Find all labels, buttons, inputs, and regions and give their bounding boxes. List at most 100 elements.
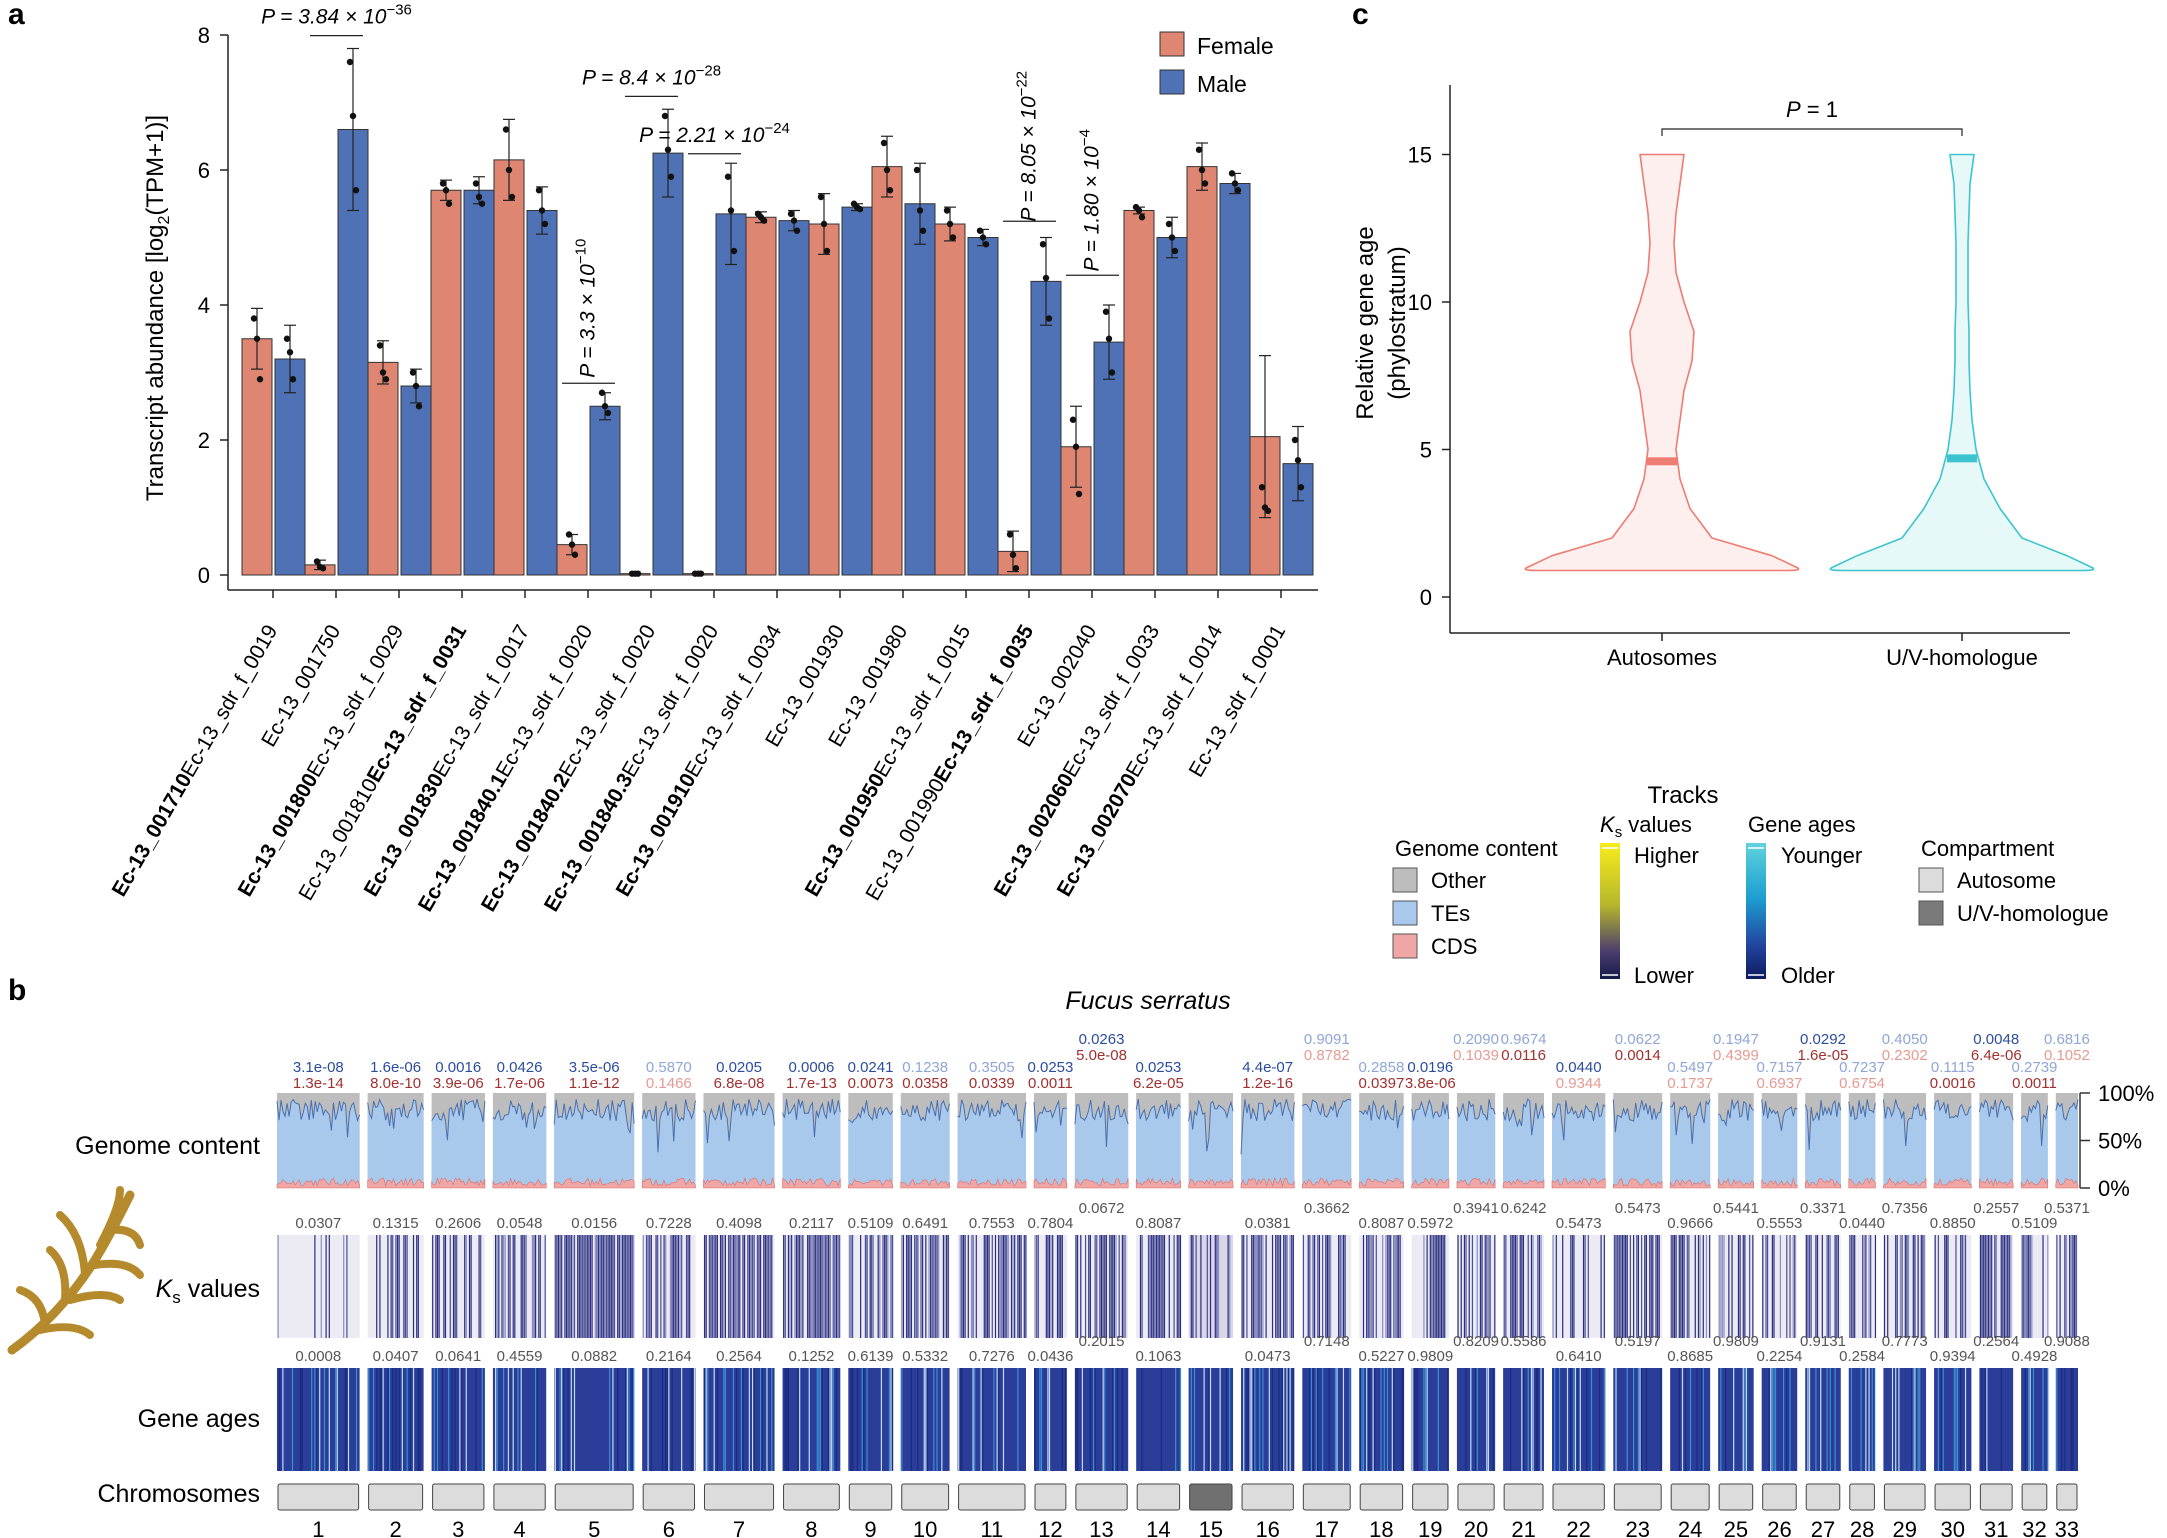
ks-stripe [999,1235,1001,1338]
ks-stripe [1986,1235,1988,1338]
ks-stripe [1276,1235,1278,1338]
age-pvalue: 0.9088 [2044,1333,2090,1350]
ks-stripe [794,1235,796,1338]
chromosome-box [493,1483,546,1511]
ks-stripe [1538,1235,1541,1338]
ks-stripe [928,1235,930,1338]
age-stripe [441,1368,443,1471]
chromosome-box [1302,1483,1351,1511]
ks-track-bg [431,1235,485,1338]
ks-stripe [1254,1235,1256,1338]
age-track-bg [1552,1368,1606,1471]
data-point [415,403,423,410]
ks-stripe [1439,1235,1441,1338]
ks-stripe [938,1235,940,1338]
age-stripe [923,1368,925,1471]
age-stripe [821,1368,823,1471]
ks-stripe [649,1235,651,1338]
data-point [943,207,951,214]
age-pvalue: 0.2584 [1839,1348,1885,1365]
age-pvalue: 0.1063 [1135,1348,1181,1365]
ks-stripe [1243,1235,1245,1338]
bar-male [967,237,999,576]
age-stripe [1336,1368,1338,1471]
age-stripe [716,1368,718,1471]
ks-stripe [1061,1235,1063,1338]
ks-stripe [1984,1235,1986,1338]
ks-stripe [2023,1235,2025,1338]
ks-stripe [1088,1235,1090,1338]
data-point [1105,335,1113,342]
genome-te-area [1411,1100,1449,1188]
genome-cds-area [1551,1177,1606,1189]
ks-stripe [946,1235,948,1338]
ks-stripe [1241,1235,1243,1338]
data-point [1075,490,1083,498]
ks-pvalue: 0.5972 [1407,1215,1453,1232]
ks-stripe [731,1235,733,1338]
age-stripe [2056,1368,2058,1471]
age-stripe [693,1368,696,1471]
genome-te-line [431,1098,486,1141]
ks-stripe [1325,1235,1327,1338]
ks-stripe [1484,1235,1486,1338]
ks-stripe [1366,1235,1368,1338]
ks-stripe [663,1235,665,1338]
ks-stripe [2021,1235,2023,1338]
legend-swatch-genome [1392,867,1418,893]
chromosome-number: 4 [513,1517,525,1538]
bar-male [715,213,747,576]
ks-track-bg [1552,1235,1606,1338]
ks-stripe [626,1235,628,1338]
data-point [313,558,321,565]
ks-stripe [1341,1235,1343,1338]
age-stripe [740,1368,742,1471]
age-stripe [1268,1368,1270,1471]
ks-stripe [1018,1235,1021,1338]
age-stripe [668,1368,670,1471]
ks-stripe [750,1235,752,1338]
ks-stripe [1393,1235,1395,1338]
age-stripe [503,1368,505,1471]
genome-te-line [703,1098,776,1144]
age-stripe [282,1368,284,1471]
ks-stripe [1001,1235,1003,1338]
age-stripe [827,1368,830,1471]
age-stripe [1590,1368,1593,1471]
age-stripe [1554,1368,1556,1471]
chromosome-number: 18 [1369,1517,1393,1538]
age-pvalue: 0.2015 [1079,1333,1125,1350]
ks-stripe [1399,1235,1401,1338]
age-stripe [368,1368,370,1471]
age-stripe [856,1368,859,1471]
ks-stripe [1728,1235,1730,1338]
chromosome-number: 1 [312,1517,324,1538]
age-stripe [1637,1368,1640,1471]
ks-stripe [1779,1235,1781,1338]
chromosome-16: 16 4.4e-071.2e-16 0.0381 0.0473 [1240,1059,1295,1538]
age-stripe [1229,1368,1231,1471]
y-tick-label: 6 [198,158,210,183]
data-point [880,139,888,147]
genome-cds-pvalue: 3.8e-06 [1405,1075,1456,1092]
chromosome-box [642,1483,695,1511]
ks-stripe [320,1235,322,1338]
age-stripe [1782,1368,1785,1471]
age-stripe [1292,1368,1294,1471]
ks-stripe [1773,1235,1775,1338]
ks-stripe [1260,1235,1262,1338]
genome-te-line [1456,1099,1496,1122]
ks-stripe [468,1235,471,1338]
age-stripe [1243,1368,1245,1471]
ks-stripe [1673,1235,1676,1338]
ks-stripe [1989,1235,1991,1338]
ks-stripe [1372,1235,1374,1338]
age-stripe [1246,1368,1248,1471]
ks-stripe [983,1235,985,1338]
ks-pvalue: 0.5109 [2012,1215,2058,1232]
age-stripe [319,1368,321,1471]
ks-stripe [871,1235,873,1338]
ks-pvalue: 0.8087 [1358,1215,1404,1232]
chromosome-box [1718,1483,1754,1511]
ks-stripe [915,1235,917,1338]
